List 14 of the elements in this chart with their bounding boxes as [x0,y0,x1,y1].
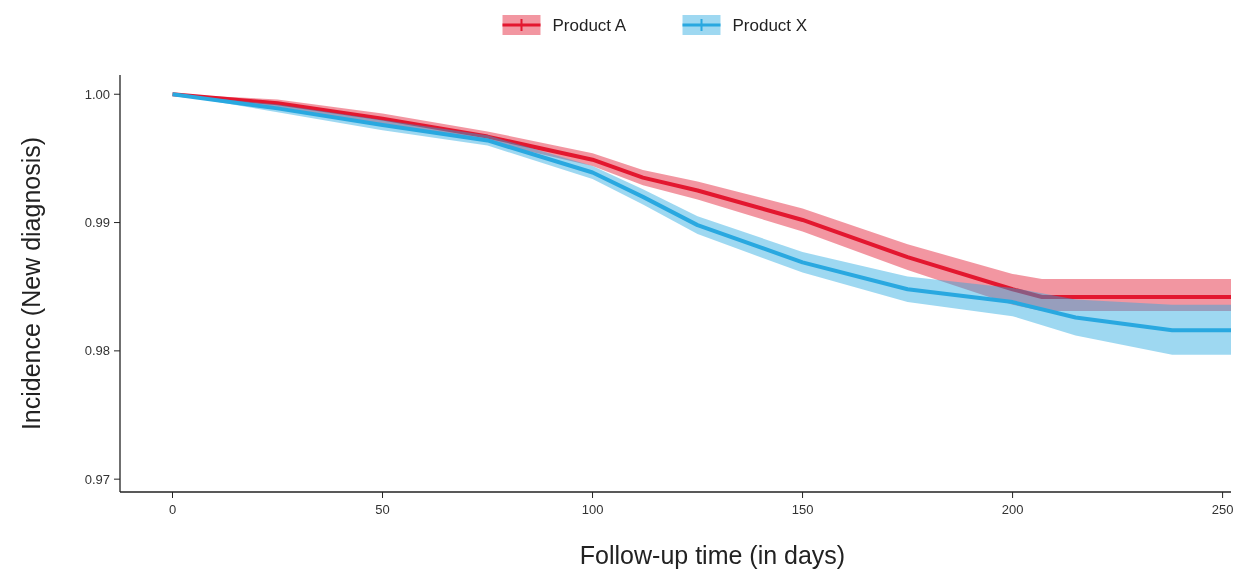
y-tick-label: 0.98 [84,343,110,359]
x-axis-title: Follow-up time (in days) [579,541,846,569]
y-tick-label: 0.99 [84,215,110,231]
y-axis-title: Incidence (New diagnosis) [17,136,45,431]
y-tick-label: 1.00 [84,86,110,102]
x-tick-label: 0 [168,502,177,517]
x-tick-label: 200 [1001,502,1024,517]
legend-label: Product A [552,15,627,35]
legend-label: Product X [732,15,808,35]
y-tick-label: 0.97 [84,471,110,487]
x-tick-label: 50 [375,502,390,517]
x-tick-label: 150 [791,502,814,517]
x-tick-label: 100 [581,502,604,517]
x-tick-label: 250 [1211,502,1234,517]
